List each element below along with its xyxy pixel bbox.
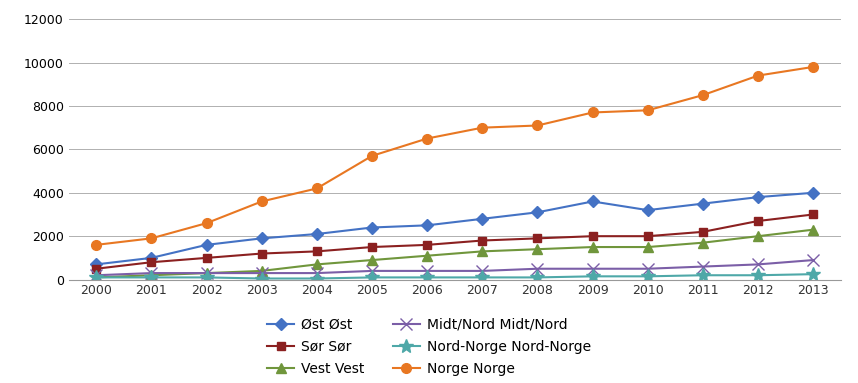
- Nord-Norge Nord-Norge: [311, 276, 322, 281]
- Vest Vest: [588, 245, 598, 249]
- Midt/Nord Midt/Nord: [532, 267, 542, 271]
- Vest Vest: [753, 234, 764, 239]
- Øst Øst: [422, 223, 432, 228]
- Nord-Norge Nord-Norge: [753, 273, 764, 278]
- Midt/Nord Midt/Nord: [643, 267, 653, 271]
- Norge Norge: [643, 108, 653, 113]
- Norge Norge: [477, 125, 487, 130]
- Norge Norge: [698, 93, 708, 97]
- Nord-Norge Nord-Norge: [698, 273, 708, 278]
- Midt/Nord Midt/Nord: [257, 271, 267, 275]
- Nord-Norge Nord-Norge: [257, 276, 267, 281]
- Nord-Norge Nord-Norge: [532, 275, 542, 280]
- Line: Sør Sør: Sør Sør: [92, 210, 818, 273]
- Vest Vest: [311, 262, 322, 267]
- Øst Øst: [753, 195, 764, 200]
- Sør Sør: [643, 234, 653, 239]
- Midt/Nord Midt/Nord: [588, 267, 598, 271]
- Sør Sør: [311, 249, 322, 254]
- Line: Nord-Norge Nord-Norge: Nord-Norge Nord-Norge: [89, 267, 820, 285]
- Norge Norge: [202, 221, 212, 226]
- Norge Norge: [808, 65, 819, 69]
- Sør Sør: [367, 245, 378, 249]
- Øst Øst: [311, 232, 322, 236]
- Line: Vest Vest: Vest Vest: [91, 225, 819, 282]
- Vest Vest: [532, 247, 542, 252]
- Midt/Nord Midt/Nord: [808, 258, 819, 262]
- Øst Øst: [202, 242, 212, 247]
- Nord-Norge Nord-Norge: [477, 275, 487, 280]
- Vest Vest: [146, 273, 156, 278]
- Midt/Nord Midt/Nord: [91, 273, 101, 278]
- Norge Norge: [753, 73, 764, 78]
- Midt/Nord Midt/Nord: [698, 264, 708, 269]
- Norge Norge: [532, 123, 542, 128]
- Øst Øst: [367, 225, 378, 230]
- Line: Øst Øst: Øst Øst: [92, 188, 818, 268]
- Øst Øst: [698, 201, 708, 206]
- Nord-Norge Nord-Norge: [91, 275, 101, 280]
- Midt/Nord Midt/Nord: [311, 271, 322, 275]
- Nord-Norge Nord-Norge: [146, 275, 156, 280]
- Nord-Norge Nord-Norge: [202, 275, 212, 280]
- Norge Norge: [257, 199, 267, 204]
- Sør Sør: [477, 238, 487, 243]
- Norge Norge: [367, 154, 378, 158]
- Øst Øst: [808, 190, 819, 195]
- Midt/Nord Midt/Nord: [477, 268, 487, 273]
- Sør Sør: [753, 219, 764, 223]
- Øst Øst: [588, 199, 598, 204]
- Norge Norge: [91, 242, 101, 247]
- Vest Vest: [91, 275, 101, 280]
- Line: Norge Norge: Norge Norge: [91, 62, 819, 250]
- Nord-Norge Nord-Norge: [422, 275, 432, 280]
- Sør Sør: [532, 236, 542, 241]
- Sør Sør: [422, 242, 432, 247]
- Sør Sør: [91, 267, 101, 271]
- Nord-Norge Nord-Norge: [588, 274, 598, 279]
- Norge Norge: [146, 236, 156, 241]
- Sør Sør: [588, 234, 598, 239]
- Vest Vest: [808, 228, 819, 232]
- Øst Øst: [477, 216, 487, 221]
- Sør Sør: [202, 255, 212, 260]
- Sør Sør: [698, 229, 708, 234]
- Vest Vest: [367, 258, 378, 262]
- Vest Vest: [257, 268, 267, 273]
- Vest Vest: [477, 249, 487, 254]
- Nord-Norge Nord-Norge: [808, 272, 819, 277]
- Vest Vest: [643, 245, 653, 249]
- Nord-Norge Nord-Norge: [367, 275, 378, 280]
- Sør Sør: [146, 260, 156, 265]
- Øst Øst: [91, 262, 101, 267]
- Legend: Øst Øst, Sør Sør, Vest Vest, Midt/Nord Midt/Nord, Nord-Norge Nord-Norge, Norge N: Øst Øst, Sør Sør, Vest Vest, Midt/Nord M…: [267, 318, 591, 376]
- Midt/Nord Midt/Nord: [753, 262, 764, 267]
- Midt/Nord Midt/Nord: [146, 271, 156, 275]
- Vest Vest: [698, 241, 708, 245]
- Line: Midt/Nord Midt/Nord: Midt/Nord Midt/Nord: [91, 254, 819, 281]
- Vest Vest: [422, 254, 432, 258]
- Midt/Nord Midt/Nord: [202, 271, 212, 275]
- Norge Norge: [588, 110, 598, 115]
- Øst Øst: [257, 236, 267, 241]
- Norge Norge: [311, 186, 322, 191]
- Øst Øst: [146, 255, 156, 260]
- Øst Øst: [532, 210, 542, 214]
- Sør Sør: [257, 251, 267, 256]
- Midt/Nord Midt/Nord: [367, 268, 378, 273]
- Vest Vest: [202, 271, 212, 275]
- Øst Øst: [643, 208, 653, 213]
- Nord-Norge Nord-Norge: [643, 274, 653, 279]
- Norge Norge: [422, 136, 432, 141]
- Sør Sør: [808, 212, 819, 217]
- Midt/Nord Midt/Nord: [422, 268, 432, 273]
